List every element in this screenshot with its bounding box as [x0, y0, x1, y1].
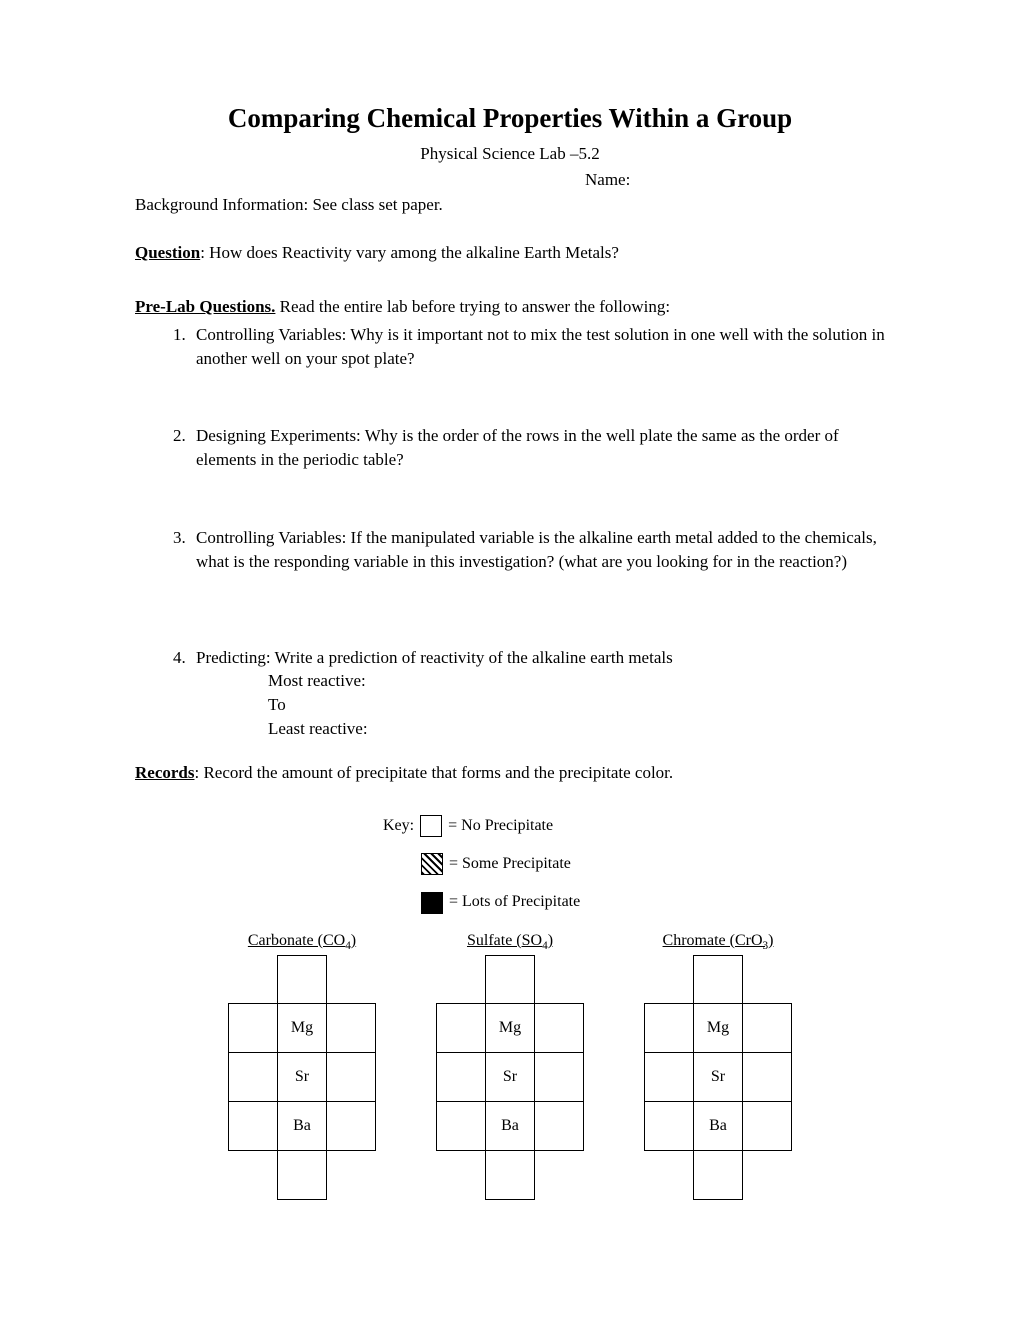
- result-cell-right[interactable]: [535, 1004, 584, 1053]
- element-label-cell: Mg: [486, 1004, 535, 1053]
- result-cell-right[interactable]: [535, 1102, 584, 1151]
- question-2: Designing Experiments: Why is the order …: [190, 424, 885, 472]
- prelab-label: Pre-Lab Questions.: [135, 297, 275, 316]
- result-cell-left[interactable]: [645, 1053, 694, 1102]
- q4-to: To: [196, 693, 885, 717]
- question-4: Predicting: Write a prediction of reacti…: [190, 646, 885, 741]
- records-text: : Record the amount of precipitate that …: [194, 763, 673, 782]
- tables-container: Carbonate (CO4)MgSrBaSulfate (SO4)MgSrBa…: [135, 930, 885, 1200]
- result-cell-right[interactable]: [743, 1102, 792, 1151]
- question-1: Controlling Variables: Why is it importa…: [190, 323, 885, 371]
- column-header: Carbonate (CO4): [248, 930, 356, 955]
- data-column: Sulfate (SO4)MgSrBa: [436, 930, 584, 1200]
- element-label-cell: Ba: [278, 1102, 327, 1151]
- key-box-empty-icon: [420, 815, 442, 837]
- result-cell-left[interactable]: [437, 1004, 486, 1053]
- key-box-hatched-icon: [421, 853, 443, 875]
- records-label: Records: [135, 763, 194, 782]
- question-4-text: Predicting: Write a prediction of reacti…: [196, 648, 673, 667]
- data-table: MgSrBa: [436, 955, 584, 1200]
- element-label-cell: Sr: [278, 1053, 327, 1102]
- data-column: Chromate (CrO3)MgSrBa: [644, 930, 792, 1200]
- q4-most: Most reactive:: [196, 669, 885, 693]
- column-header: Sulfate (SO4): [467, 930, 553, 955]
- background-info: Background Information: See class set pa…: [135, 193, 885, 217]
- result-cell-left[interactable]: [229, 1004, 278, 1053]
- key-some-text: = Some Precipitate: [449, 853, 571, 875]
- question-label: Question: [135, 243, 200, 262]
- subtitle: Physical Science Lab –5.2: [135, 142, 885, 166]
- question-line: Question: How does Reactivity vary among…: [135, 241, 885, 265]
- result-cell-right[interactable]: [327, 1102, 376, 1151]
- result-cell-left[interactable]: [229, 1102, 278, 1151]
- prelab-intro-text: Read the entire lab before trying to ans…: [275, 297, 670, 316]
- key-row-none: Key: = No Precipitate: [383, 815, 885, 837]
- key-none-text: = No Precipitate: [448, 815, 553, 837]
- key-lots-text: = Lots of Precipitate: [449, 891, 580, 913]
- column-header: Chromate (CrO3): [663, 930, 774, 955]
- element-label-cell: Mg: [694, 1004, 743, 1053]
- key-label: Key:: [383, 815, 414, 837]
- result-cell-left[interactable]: [645, 1102, 694, 1151]
- data-table: MgSrBa: [644, 955, 792, 1200]
- result-cell-right[interactable]: [743, 1004, 792, 1053]
- page-title: Comparing Chemical Properties Within a G…: [135, 100, 885, 138]
- result-cell-left[interactable]: [437, 1102, 486, 1151]
- data-column: Carbonate (CO4)MgSrBa: [228, 930, 376, 1200]
- prelab-questions-list: Controlling Variables: Why is it importa…: [135, 323, 885, 741]
- key-box-solid-icon: [421, 892, 443, 914]
- result-cell-right[interactable]: [743, 1053, 792, 1102]
- result-cell-left[interactable]: [229, 1053, 278, 1102]
- result-cell-right[interactable]: [327, 1053, 376, 1102]
- key-section: Key: = No Precipitate = Some Precipitate…: [383, 815, 885, 914]
- records-line: Records: Record the amount of precipitat…: [135, 761, 885, 785]
- result-cell-left[interactable]: [437, 1053, 486, 1102]
- key-row-some: = Some Precipitate: [421, 853, 885, 875]
- result-cell-left[interactable]: [645, 1004, 694, 1053]
- name-label: Name:: [135, 168, 885, 192]
- element-label-cell: Mg: [278, 1004, 327, 1053]
- q4-least: Least reactive:: [196, 717, 885, 741]
- data-table: MgSrBa: [228, 955, 376, 1200]
- element-label-cell: Sr: [486, 1053, 535, 1102]
- element-label-cell: Ba: [694, 1102, 743, 1151]
- key-row-lots: = Lots of Precipitate: [421, 891, 885, 913]
- element-label-cell: Sr: [694, 1053, 743, 1102]
- element-label-cell: Ba: [486, 1102, 535, 1151]
- result-cell-right[interactable]: [535, 1053, 584, 1102]
- result-cell-right[interactable]: [327, 1004, 376, 1053]
- question-text: : How does Reactivity vary among the alk…: [200, 243, 619, 262]
- prelab-intro: Pre-Lab Questions. Read the entire lab b…: [135, 295, 885, 319]
- question-3: Controlling Variables: If the manipulate…: [190, 526, 885, 574]
